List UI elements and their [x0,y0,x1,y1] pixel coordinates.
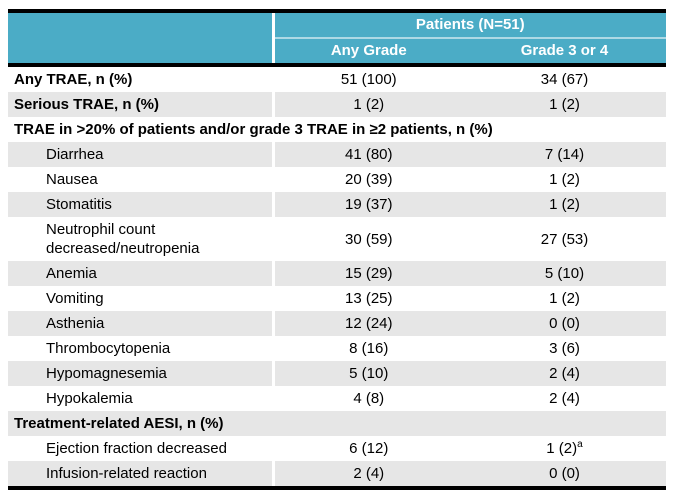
table-row-thrombocytopenia: Thrombocytopenia 8 (16) 3 (6) [8,336,666,361]
any-grade-value: 12 (24) [271,311,463,336]
grade-3-4-value: 0 (0) [549,315,580,332]
row-label: Hypokalemia [46,390,133,407]
grade-3-4-value: 5 (10) [544,265,585,282]
any-grade-value: 2 (4) [271,461,463,488]
adverse-events-table: Patients (N=51) Any Grade Grade 3 or 4 A… [8,9,667,490]
footnote-marker: a [577,439,583,450]
section-label: Treatment-related AESI, n (%) [14,415,224,432]
any-grade-value: 20 (39) [271,167,463,192]
row-label: Any TRAE, n (%) [14,71,133,88]
table-row-infusion-related-reaction: Infusion-related reaction 2 (4) 0 (0) [8,461,667,488]
table-row-vomiting: Vomiting 13 (25) 1 (2) [8,286,666,311]
header-grade-3-or-4: Grade 3 or 4 [463,38,667,67]
any-grade-value: 5 (10) [271,361,463,386]
table-row-hypomagnesemia: Hypomagnesemia 5 (10) 2 (4) [8,361,667,386]
table-row-hypokalemia: Hypokalemia 4 (8) 2 (4) [8,386,666,411]
grade-3-4-value: 1 (2) [549,196,580,213]
table-row-any-trae: Any TRAE, n (%) 51 (100) 34 (67) [8,65,666,92]
any-grade-value: 4 (8) [271,386,463,411]
table-row-anemia: Anemia 15 (29) 5 (10) [8,261,667,286]
grade-3-4-value: 7 (14) [544,146,585,163]
row-label: Stomatitis [46,196,112,213]
grade-3-4-value: 2 (4) [549,365,580,382]
row-label: Anemia [46,265,97,282]
row-label: Diarrhea [46,146,104,163]
header-subcolumns-row: Any Grade Grade 3 or 4 [8,38,667,67]
section-row-treatment-related-aesi: Treatment-related AESI, n (%) [8,411,667,436]
header-any-grade: Any Grade [271,38,463,67]
adverse-events-table-container: Patients (N=51) Any Grade Grade 3 or 4 A… [8,9,667,490]
table-row-serious-trae: Serious TRAE, n (%) 1 (2) 1 (2) [8,92,667,117]
header-corner-cell [8,11,273,67]
grade-3-4-value: 0 (0) [549,465,580,482]
any-grade-value: 8 (16) [271,336,463,361]
any-grade-value: 41 (80) [271,142,463,167]
row-label: Asthenia [46,315,105,332]
any-grade-value: 19 (37) [271,192,463,217]
grade-3-4-value: 27 (53) [540,230,589,248]
row-label: Hypomagnesemia [46,365,167,382]
any-grade-value: 51 (100) [271,65,463,92]
row-label: Neutrophil count decreased/neutropenia [46,221,200,257]
grade-3-4-value: 1 (2)a [463,436,666,461]
section-row-trae-over-20pct: TRAE in >20% of patients and/or grade 3 … [8,117,666,142]
any-grade-value: 13 (25) [271,286,463,311]
any-grade-value: 30 (59) [271,217,463,261]
grade-3-4-value: 1 (2) [549,96,580,113]
header-patients-group: Patients (N=51) [271,11,667,39]
row-label: Vomiting [46,290,104,307]
row-label: Infusion-related reaction [46,465,207,482]
table-row-stomatitis: Stomatitis 19 (37) 1 (2) [8,192,667,217]
row-label: Nausea [46,171,98,188]
any-grade-value: 15 (29) [271,261,463,286]
grade-3-4-value: 2 (4) [549,390,580,407]
grade-3-4-value-text: 1 (2) [546,440,578,457]
grade-3-4-value: 1 (2) [549,171,580,188]
row-label: Serious TRAE, n (%) [14,96,160,113]
table-row-nausea: Nausea 20 (39) 1 (2) [8,167,666,192]
table-body: Any TRAE, n (%) 51 (100) 34 (67) Serious… [8,65,667,488]
any-grade-value: 1 (2) [271,92,463,117]
section-label: TRAE in >20% of patients and/or grade 3 … [14,121,493,138]
table-header: Patients (N=51) Any Grade Grade 3 or 4 [8,11,667,67]
row-label: Ejection fraction decreased [46,440,227,457]
any-grade-value: 6 (12) [271,436,463,461]
table-row-ejection-fraction-decreased: Ejection fraction decreased 6 (12) 1 (2)… [8,436,666,461]
row-label: Thrombocytopenia [46,340,171,357]
grade-3-4-value: 34 (67) [540,71,589,88]
grade-3-4-value: 1 (2) [549,290,580,307]
table-row-asthenia: Asthenia 12 (24) 0 (0) [8,311,667,336]
table-row-diarrhea: Diarrhea 41 (80) 7 (14) [8,142,667,167]
table-row-neutrophil-count: Neutrophil count decreased/neutropenia 3… [8,217,666,261]
grade-3-4-value: 3 (6) [549,340,580,357]
header-group-row: Patients (N=51) [8,11,667,67]
